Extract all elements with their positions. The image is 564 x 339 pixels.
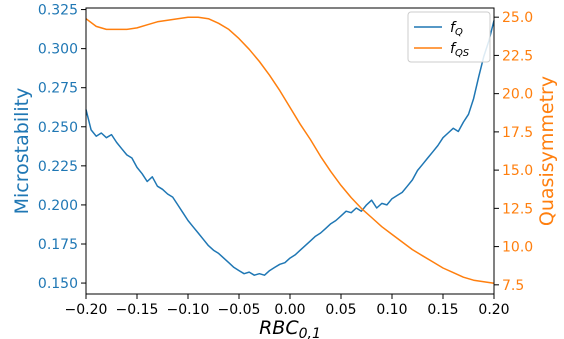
legend-label-f-q: fQ xyxy=(450,20,463,38)
x-tick-label-4: 0.00 xyxy=(274,302,305,318)
right-tick-label-4: 17.5 xyxy=(502,125,533,141)
x-axis: −0.20 −0.15 −0.10 −0.05 0.00 0.05 0.10 0.15 0.20 xyxy=(65,294,510,318)
left-axis-title: Microstability xyxy=(11,88,33,215)
x-tick-label-3: −0.05 xyxy=(218,302,261,318)
left-tick-label-1: 0.175 xyxy=(38,237,78,253)
legend-label-f-qs: fQS xyxy=(450,41,470,59)
x-tick-label-1: −0.15 xyxy=(116,302,159,318)
x-tick-label-6: 0.10 xyxy=(376,302,407,318)
right-axis-title: Quasisymmetry xyxy=(536,76,558,226)
right-tick-label-6: 22.5 xyxy=(502,48,533,64)
x-tick-label-5: 0.05 xyxy=(325,302,356,318)
left-tick-label-2: 0.200 xyxy=(38,198,78,214)
right-tick-label-1: 10.0 xyxy=(502,240,533,256)
x-tick-label-7: 0.15 xyxy=(427,302,458,318)
right-tick-label-5: 20.0 xyxy=(502,87,533,103)
legend-box xyxy=(407,11,491,63)
x-tick-label-0: −0.20 xyxy=(65,302,108,318)
right-tick-label-7: 25.0 xyxy=(502,10,533,26)
left-tick-label-7: 0.325 xyxy=(38,3,78,19)
left-tick-label-4: 0.250 xyxy=(38,120,78,136)
left-tick-label-0: 0.150 xyxy=(38,276,78,292)
right-tick-label-2: 12.5 xyxy=(502,201,533,217)
left-y-axis: 0.150 0.175 0.200 0.225 0.250 0.275 0.300 0.325 xyxy=(38,3,86,292)
left-tick-label-6: 0.300 xyxy=(38,42,78,58)
series-line-f-qs xyxy=(85,16,495,285)
series-line-f-q xyxy=(85,20,495,276)
series-layer xyxy=(85,16,495,285)
legend: fQ fQS xyxy=(407,11,491,63)
x-axis-title-sub: 0,1 xyxy=(299,326,321,339)
x-axis-title: RBC0,1 xyxy=(259,317,321,339)
x-tick-label-2: −0.10 xyxy=(167,302,210,318)
x-axis-title-main: RBC xyxy=(259,317,299,339)
left-tick-label-3: 0.225 xyxy=(38,159,78,175)
right-y-axis: 7.5 10.0 12.5 15.0 17.5 20.0 22.5 25.0 xyxy=(494,10,533,294)
left-tick-label-5: 0.275 xyxy=(38,81,78,97)
x-tick-label-8: 0.20 xyxy=(478,302,509,318)
right-tick-label-0: 7.5 xyxy=(502,278,524,294)
right-tick-label-3: 15.0 xyxy=(502,163,533,179)
